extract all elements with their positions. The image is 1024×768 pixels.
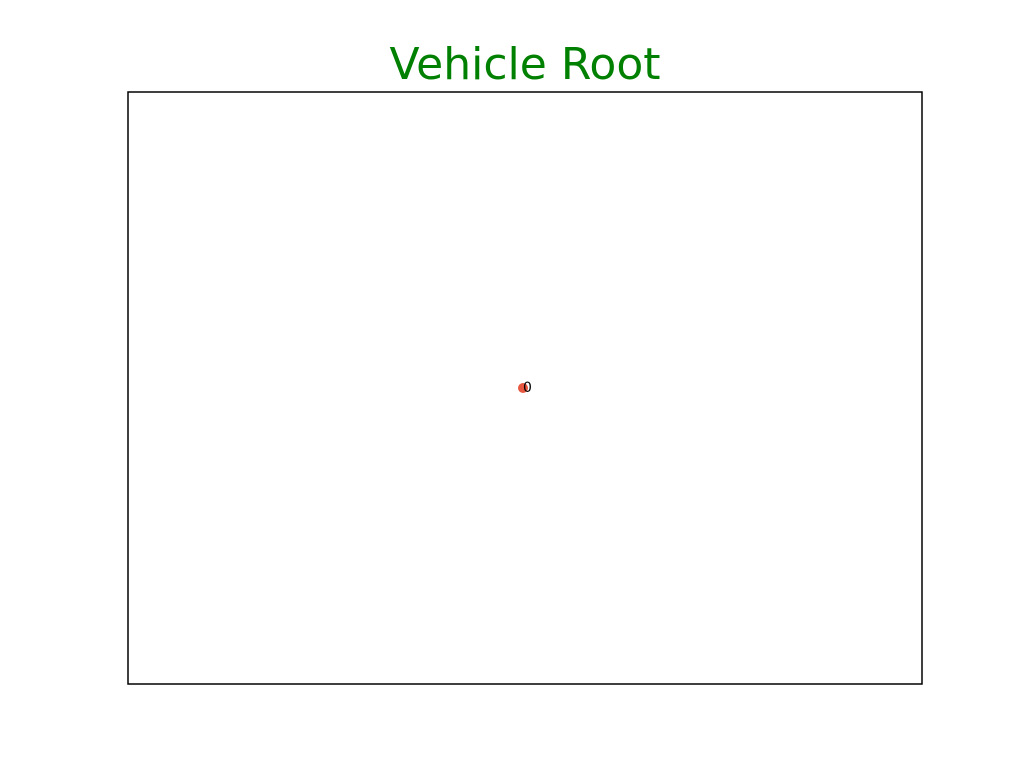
chart-title: Vehicle Root: [389, 39, 660, 90]
point-label-0: 0: [523, 380, 532, 396]
points-layer: 0: [518, 380, 532, 396]
